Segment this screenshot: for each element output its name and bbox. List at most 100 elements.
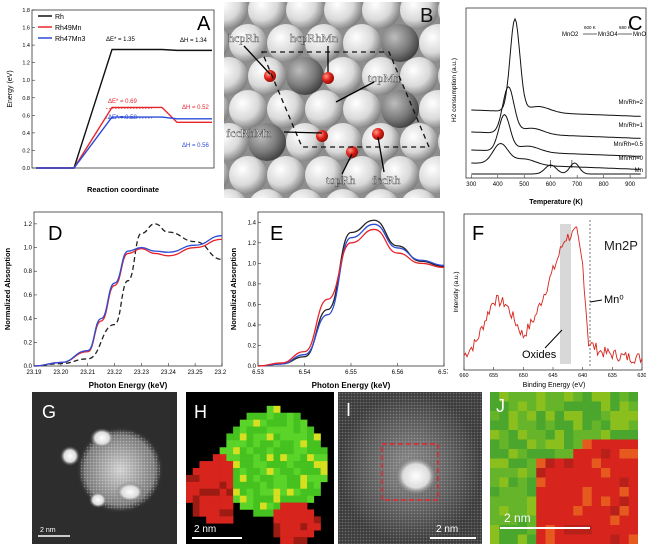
panel-b: hcpRh hcpRhMn topMn fccRhMn topRh fccRh …	[224, 2, 440, 198]
eds-pixel	[212, 481, 220, 490]
eds-pixel	[300, 509, 308, 517]
eds-pixel	[266, 433, 274, 441]
unit-cell-outline	[261, 51, 430, 148]
xtick-label: 23.23	[134, 370, 150, 376]
oxides-arrow	[544, 329, 563, 349]
eds-pixel	[226, 447, 234, 455]
eds-pixel	[206, 468, 214, 476]
eds-pixel	[545, 515, 556, 526]
eds-pixel	[239, 488, 247, 496]
surface-atom	[248, 123, 286, 161]
surface-atom	[224, 30, 229, 56]
eds-pixel	[554, 401, 565, 412]
eds-pixel	[246, 461, 254, 469]
eds-pixel	[307, 440, 315, 448]
eds-pixel	[300, 468, 308, 476]
eds-pixel	[293, 419, 301, 427]
eds-pixel	[286, 481, 294, 490]
surface-atom	[305, 156, 343, 194]
panel-c: 300 400 500 600 700 800 900 MnO2 600 K Mn3O4 6…	[442, 0, 650, 206]
eds-pixel	[280, 419, 288, 427]
xtick-label: 23.25	[188, 370, 204, 376]
eds-pixel	[619, 487, 630, 497]
panel-a-ylabel: Energy (eV)	[7, 70, 14, 107]
eds-pixel	[246, 419, 254, 427]
arrow-toprh	[341, 153, 353, 175]
eds-pixel	[260, 488, 268, 496]
surface-atom	[402, 189, 436, 198]
eds-pixel	[199, 488, 207, 496]
eds-pixel	[527, 392, 537, 402]
eds-pixel	[490, 401, 500, 412]
eds-pixel	[536, 392, 546, 402]
eds-pixel	[313, 454, 321, 462]
eds-pixel	[564, 411, 574, 421]
xtick-label: 6.53	[252, 370, 264, 376]
eds-pixel	[554, 449, 565, 459]
eds-pixel	[527, 439, 537, 450]
eds-pixel	[320, 474, 328, 483]
eds-pixel	[266, 440, 274, 448]
xtick-label: 800	[599, 182, 610, 188]
eds-pixel	[293, 481, 301, 490]
legend-rh49mn: Rh49Mn	[55, 25, 82, 32]
eds-pixel	[313, 468, 321, 476]
eds-pixel	[273, 405, 281, 414]
eds-pixel	[266, 426, 274, 434]
panel-e-ticks: 6.53 6.54 6.55 6.56 6.57 0.0 0.2 0.4 0.6 0.8 1.0 1.…	[248, 220, 448, 376]
eds-pixel	[253, 433, 261, 441]
eds-pixel	[273, 488, 281, 496]
eds-pixel	[286, 412, 294, 420]
eds-pixel	[192, 481, 200, 490]
curve-label-mnrh1: Mn/Rh=1	[618, 123, 643, 129]
xtick-label: 655	[489, 373, 498, 379]
eds-pixel	[300, 502, 308, 510]
surface-atom	[438, 2, 440, 19]
eds-pixel	[508, 496, 519, 507]
eds-pixel	[527, 525, 537, 535]
eds-pixel	[591, 420, 602, 431]
eds-pixel	[508, 506, 519, 516]
eds-pixel	[300, 537, 308, 544]
eds-pixel	[293, 530, 301, 538]
eds-pixel	[527, 411, 537, 421]
eds-pixel	[619, 449, 630, 459]
eds-pixel	[601, 430, 611, 440]
eds-pixel	[536, 430, 546, 440]
eds-pixel	[253, 412, 261, 420]
eds-pixel	[554, 496, 565, 507]
eds-pixel	[293, 502, 301, 510]
eds-pixel	[266, 495, 274, 503]
eds-pixel	[273, 502, 281, 510]
eds-pixel	[591, 411, 602, 421]
eds-pixel	[582, 392, 593, 402]
eds-pixel	[233, 488, 241, 496]
eds-pixel	[545, 487, 556, 497]
xtick-label: 650	[519, 373, 528, 379]
eds-pixel	[610, 439, 620, 450]
eds-pixel	[564, 487, 574, 497]
eds-pixel	[233, 426, 241, 434]
eds-pixel	[280, 447, 288, 455]
eds-pixel	[582, 506, 593, 516]
eds-pixel	[582, 439, 593, 450]
eds-pixel	[300, 474, 308, 483]
eds-pixel	[212, 488, 220, 496]
eds-pixel	[286, 495, 294, 503]
panel-a: 0.0 0.2 0.4 0.6 0.8 1.0 1.2 1.4 1.6 1.8 Rh Rh49Mn…	[2, 0, 220, 200]
eds-pixel	[527, 401, 537, 412]
eds-pixel	[601, 525, 611, 535]
eds-pixel	[266, 461, 274, 469]
eds-pixel	[307, 516, 315, 524]
eds-pixel	[226, 516, 234, 524]
panel-f-letter: F	[472, 223, 484, 245]
eds-pixel	[573, 439, 583, 450]
xtick-label: 630	[637, 373, 646, 379]
eds-pixel	[582, 449, 593, 459]
eds-pixel	[628, 468, 638, 478]
eds-pixel	[499, 496, 509, 507]
eds-pixel	[508, 411, 519, 421]
eds-pixel	[212, 454, 220, 462]
eds-pixel	[582, 477, 593, 488]
eds-pixel	[582, 430, 593, 440]
